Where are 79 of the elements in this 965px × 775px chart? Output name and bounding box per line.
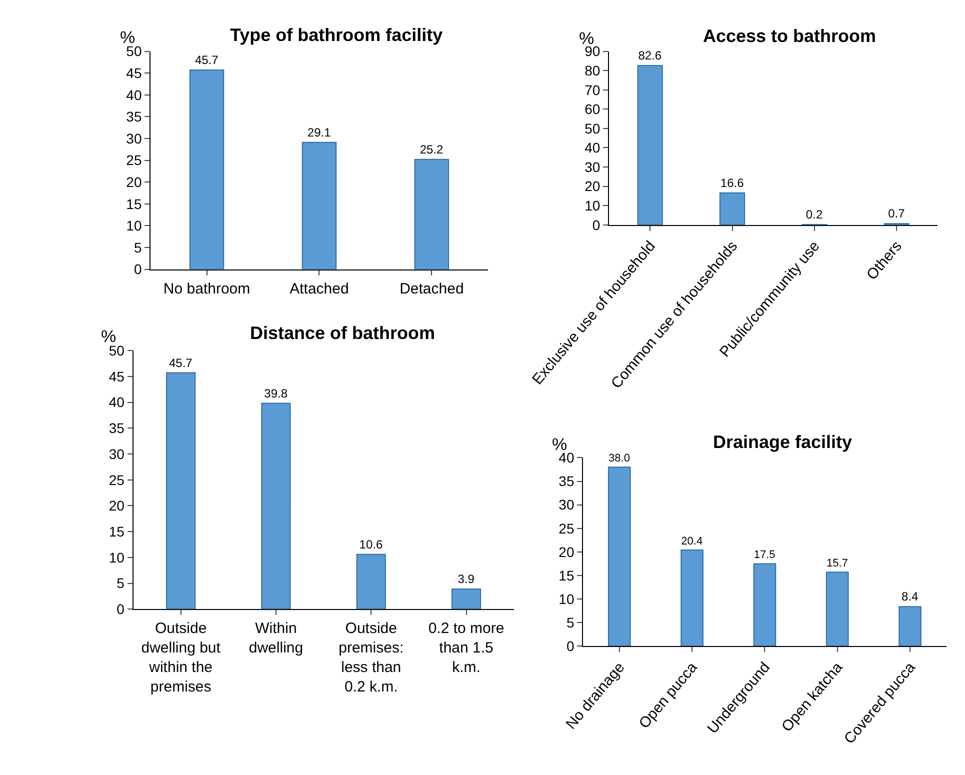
data-label: 16.6 (720, 176, 744, 190)
bar (826, 572, 849, 646)
y-tick-label: 0 (134, 261, 142, 278)
bar (166, 372, 196, 610)
x-tick-label: Within dwelling (248, 620, 304, 657)
y-tick-label: 20 (108, 498, 125, 514)
y-tick-label: 15 (126, 196, 142, 212)
y-tick-label: 30 (108, 446, 125, 462)
y-tick-label: 30 (584, 158, 600, 175)
chart-title: Type of bathroom facility (230, 25, 443, 45)
data-label: 39.8 (264, 386, 288, 400)
data-label: 3.9 (458, 572, 475, 586)
bar (637, 65, 663, 225)
bar (302, 142, 337, 270)
y-tick-label: 5 (116, 575, 125, 592)
data-label: 0.2 (806, 208, 823, 222)
y-tick-label: 25 (558, 520, 574, 536)
y-tick-label: 10 (126, 218, 142, 234)
y-tick-label: 15 (558, 567, 574, 584)
x-tick-label: 0.2 to more than 1.5 k.m. (428, 620, 504, 676)
y-tick-label: 80 (584, 62, 600, 78)
y-tick-label: 40 (584, 140, 600, 156)
bar (414, 158, 450, 270)
bar (753, 563, 776, 646)
y-tick-label: 30 (126, 130, 142, 146)
data-label: 45.7 (194, 53, 219, 68)
chart-title: Distance of bathroom (250, 323, 436, 343)
x-tick-label: Outside dwelling but within the premises (141, 620, 222, 696)
bar (261, 402, 291, 610)
y-tick-label: 5 (134, 239, 142, 256)
bar (189, 70, 224, 270)
y-tick-label: 60 (584, 101, 600, 118)
y-tick-label: 45 (108, 368, 125, 384)
data-label: 0.7 (888, 206, 906, 221)
chart-title: Drainage facility (713, 432, 852, 452)
x-tick-label: Attached (290, 280, 349, 298)
y-tick-label: 10 (584, 198, 600, 214)
y-tick-label: 0 (592, 216, 600, 233)
y-tick-label: 35 (126, 108, 142, 125)
y-tick-label: 90 (584, 43, 600, 60)
bar (608, 466, 631, 646)
data-label: 20.4 (681, 535, 703, 548)
data-label: 10.6 (359, 537, 383, 552)
data-label: 29.1 (307, 125, 332, 140)
data-label: 25.2 (420, 142, 444, 156)
y-tick-label: 20 (584, 178, 600, 194)
y-tick-label: 20 (558, 544, 574, 560)
y-tick-label: 30 (558, 496, 574, 513)
data-label: 45.7 (168, 356, 193, 370)
data-label: 15.7 (826, 557, 848, 570)
y-tick-label: 25 (108, 472, 125, 488)
y-tick-label: 70 (584, 82, 600, 98)
y-tick-label: 35 (558, 473, 574, 490)
y-tick-label: 0 (566, 638, 574, 654)
x-tick-label: No bathroom (163, 280, 250, 298)
x-tick-label: Detached (400, 280, 464, 298)
y-tick-label: 40 (108, 394, 125, 410)
y-tick-label: 10 (108, 549, 125, 566)
y-tick-label: 5 (566, 614, 574, 630)
y-tick-label: 25 (126, 152, 142, 168)
y-tick-label: 15 (108, 524, 125, 540)
bar (898, 606, 922, 646)
chart-title: Access to bathroom (703, 26, 876, 46)
y-tick-label: 0 (116, 601, 125, 618)
y-tick-label: 45 (126, 64, 142, 81)
y-tick-label: 50 (584, 120, 600, 136)
bar (719, 192, 746, 225)
data-label: 17.5 (754, 548, 776, 561)
data-label: 8.4 (902, 590, 919, 604)
bar (452, 588, 482, 610)
bar (680, 550, 704, 646)
x-tick-label: Outside premises: less than 0.2 k.m. (338, 620, 404, 696)
data-label: 38.0 (608, 452, 630, 464)
y-tick-label: 10 (558, 590, 574, 607)
data-label: 82.6 (638, 48, 662, 63)
y-tick-label: 20 (126, 174, 142, 190)
bar (356, 554, 386, 610)
y-tick-label: 35 (108, 420, 125, 436)
y-tick-label: 40 (126, 86, 142, 103)
